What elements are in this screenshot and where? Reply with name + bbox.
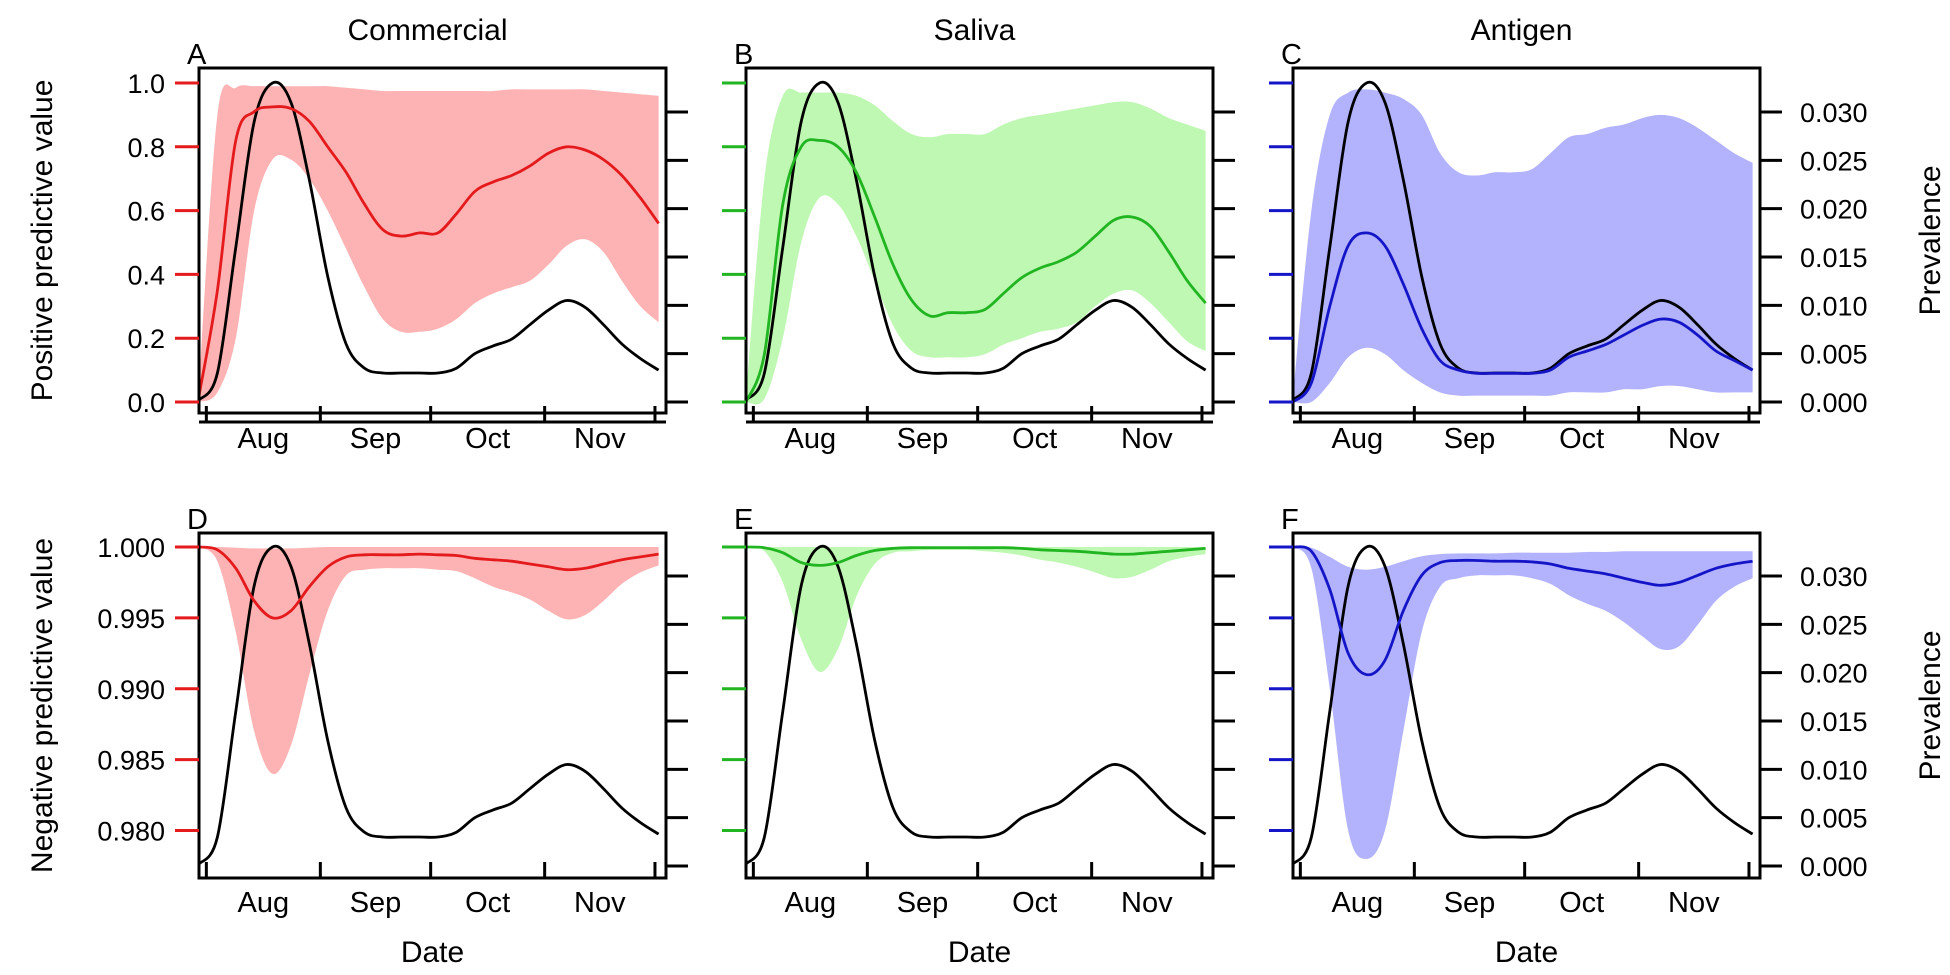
y-tick-label: 0.985 bbox=[97, 746, 165, 776]
x-tick-label: Nov bbox=[574, 423, 626, 455]
column-title: Antigen bbox=[1471, 14, 1573, 47]
x-axis-label: Date bbox=[1495, 936, 1558, 969]
credible-band bbox=[199, 546, 659, 775]
x-tick-label: Aug bbox=[1332, 423, 1384, 455]
right-tick-label: 0.010 bbox=[1800, 755, 1868, 785]
y-tick-label: 1.0 bbox=[127, 69, 165, 99]
prevalence-line bbox=[746, 80, 1207, 402]
credible-band bbox=[199, 84, 659, 402]
plot-area bbox=[1293, 80, 1754, 404]
x-tick-label: Aug bbox=[785, 887, 837, 919]
x-tick-label: Oct bbox=[465, 423, 510, 455]
x-tick-label: Oct bbox=[1012, 423, 1057, 455]
plot-area bbox=[1293, 544, 1754, 866]
y-tick-label: 1.000 bbox=[97, 533, 165, 563]
x-tick-label: Sep bbox=[897, 423, 949, 455]
y-tick-label: 0.990 bbox=[97, 675, 165, 705]
credible-band bbox=[746, 547, 1206, 672]
x-tick-label: Oct bbox=[1559, 887, 1604, 919]
x-tick-label: Sep bbox=[350, 423, 402, 455]
estimate-line bbox=[746, 545, 1206, 567]
right-tick-label: 0.015 bbox=[1800, 707, 1868, 737]
plot-frame bbox=[197, 66, 668, 415]
right-tick-label: 0.025 bbox=[1800, 610, 1868, 640]
y-tick-label: 0.995 bbox=[97, 604, 165, 634]
y-tick-label: 0.8 bbox=[127, 133, 165, 163]
panel-letter: C bbox=[1281, 39, 1302, 71]
estimate-line bbox=[199, 545, 659, 620]
panel-F: 0.000 0.005 0.010 0.015 0.020 0.025 0.030 Aug Se… bbox=[1269, 504, 1947, 969]
right-axis-label: Prevalence bbox=[1914, 165, 1947, 315]
x-axis-label: Date bbox=[948, 936, 1011, 969]
panel-letter: D bbox=[187, 504, 208, 536]
right-tick-label: 0.025 bbox=[1800, 146, 1868, 176]
x-tick-label: Sep bbox=[1444, 423, 1496, 455]
panel-letter: E bbox=[734, 504, 753, 536]
column-title: Saliva bbox=[934, 14, 1016, 47]
estimate-line bbox=[199, 105, 660, 396]
prevalence-line bbox=[199, 544, 660, 866]
x-tick-label: Oct bbox=[465, 887, 510, 919]
right-tick-label: 0.010 bbox=[1800, 291, 1868, 321]
credible-band bbox=[1293, 546, 1753, 859]
x-tick-label: Oct bbox=[1012, 887, 1057, 919]
prevalence-line bbox=[1293, 544, 1754, 866]
y-axis-label: Positive predictive value bbox=[26, 80, 59, 402]
plot-frame bbox=[744, 66, 1215, 415]
estimate-line bbox=[1293, 545, 1753, 677]
x-tick-label: Aug bbox=[238, 423, 290, 455]
panel-letter: F bbox=[1281, 504, 1299, 536]
y-axis-label: Negative predictive value bbox=[26, 538, 59, 873]
y-tick-label: 0.0 bbox=[127, 388, 165, 418]
right-tick-label: 0.000 bbox=[1800, 388, 1868, 418]
x-tick-label: Aug bbox=[238, 887, 290, 919]
estimate-line bbox=[746, 138, 1207, 403]
panel-letter: B bbox=[734, 39, 753, 71]
y-tick-label: 0.4 bbox=[127, 260, 165, 290]
right-tick-label: 0.030 bbox=[1800, 562, 1868, 592]
column-title: Commercial bbox=[347, 14, 507, 47]
panel-E: Aug Sep Oct Nov E Date bbox=[722, 504, 1235, 969]
x-tick-label: Aug bbox=[785, 423, 837, 455]
x-tick-label: Nov bbox=[1121, 887, 1173, 919]
plot-area bbox=[199, 544, 660, 866]
panel-letter: A bbox=[187, 39, 207, 71]
right-tick-label: 0.020 bbox=[1800, 659, 1868, 689]
panel-C: 0.000 0.005 0.010 0.015 0.020 0.025 0.030 Aug Se… bbox=[1269, 14, 1947, 455]
credible-band bbox=[1293, 89, 1753, 404]
panel-B: Aug Sep Oct Nov B Saliva bbox=[722, 14, 1235, 455]
right-axis-label: Prevalence bbox=[1914, 630, 1947, 780]
x-axis-label: Date bbox=[401, 936, 464, 969]
x-tick-label: Sep bbox=[1444, 887, 1496, 919]
right-tick-label: 0.005 bbox=[1800, 340, 1868, 370]
plot-area bbox=[746, 544, 1207, 866]
right-tick-label: 0.000 bbox=[1800, 852, 1868, 882]
panels-group: 0.0 0.2 0.4 0.6 0.8 1.0 Aug Sep Oct Nov A Commercia… bbox=[26, 14, 1947, 969]
x-tick-label: Sep bbox=[897, 887, 949, 919]
plot-area bbox=[746, 80, 1207, 405]
x-tick-label: Nov bbox=[1121, 423, 1173, 455]
credible-band bbox=[746, 88, 1206, 405]
x-tick-label: Sep bbox=[350, 887, 402, 919]
x-tick-label: Oct bbox=[1559, 423, 1604, 455]
estimate-line bbox=[1293, 231, 1754, 404]
plot-area bbox=[199, 80, 660, 402]
x-tick-label: Nov bbox=[1668, 423, 1720, 455]
x-tick-label: Aug bbox=[1332, 887, 1384, 919]
prevalence-line bbox=[199, 80, 660, 402]
x-tick-label: Nov bbox=[574, 887, 626, 919]
panel-A: 0.0 0.2 0.4 0.6 0.8 1.0 Aug Sep Oct Nov A Commercia… bbox=[26, 14, 688, 455]
y-tick-label: 0.6 bbox=[127, 197, 165, 227]
prevalence-line bbox=[746, 544, 1207, 866]
y-tick-label: 0.2 bbox=[127, 324, 165, 354]
plot-frame bbox=[1291, 66, 1762, 415]
right-tick-label: 0.005 bbox=[1800, 804, 1868, 834]
right-tick-label: 0.030 bbox=[1800, 98, 1868, 128]
panel-D: 0.980 0.985 0.990 0.995 1.000 Aug Sep Oct Nov D Da… bbox=[26, 504, 688, 969]
right-tick-label: 0.015 bbox=[1800, 243, 1868, 273]
right-tick-label: 0.020 bbox=[1800, 195, 1868, 225]
x-tick-label: Nov bbox=[1668, 887, 1720, 919]
y-tick-label: 0.980 bbox=[97, 817, 165, 847]
